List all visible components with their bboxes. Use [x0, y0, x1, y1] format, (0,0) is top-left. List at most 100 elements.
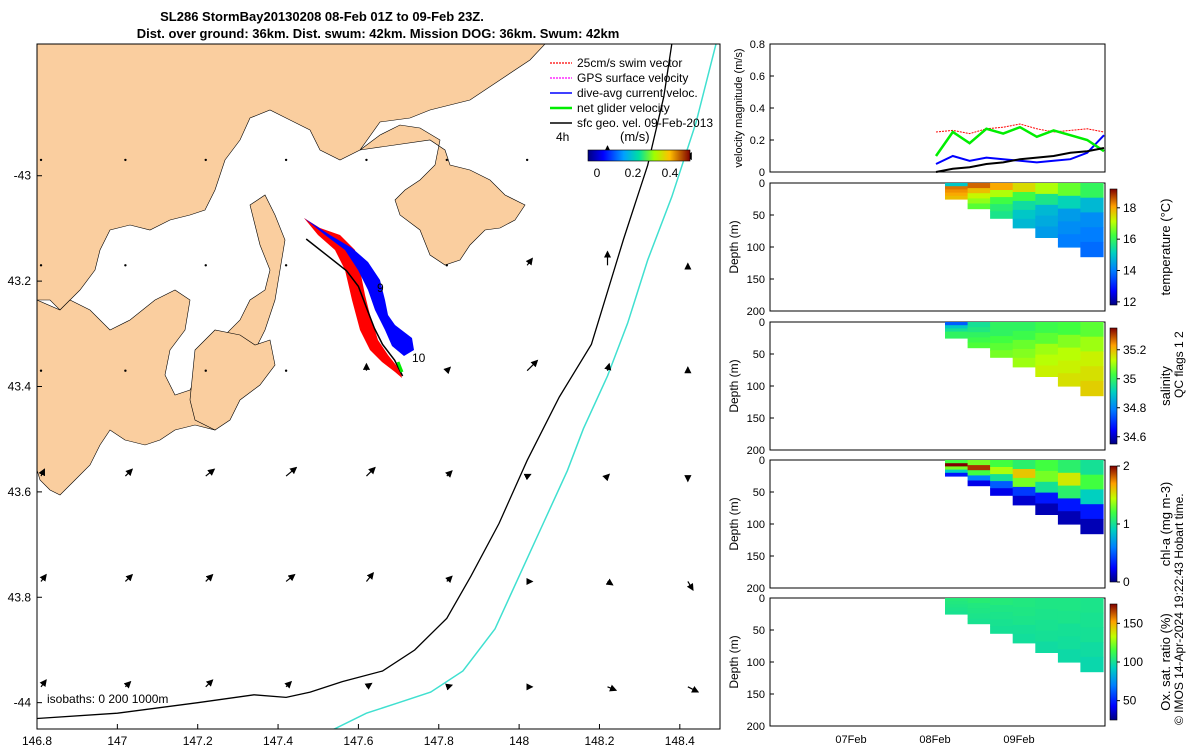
profile-ytick-label: 200 [747, 721, 765, 733]
land-east-peninsula [359, 124, 526, 266]
profile-cell [967, 465, 991, 471]
velocity-vector-dot [124, 158, 127, 162]
profile-cell [1012, 192, 1036, 202]
qc-flags-label: QC flags 1 2 [1172, 331, 1186, 398]
profile-cell [1012, 322, 1036, 332]
velocity-vector-arrow [205, 573, 214, 582]
velocity-vector-dot [204, 158, 207, 162]
map-ytick-label: 43.2 [8, 274, 32, 288]
map-xtick-label: 148.4 [665, 734, 695, 748]
velocity-ytick-label: 0.2 [750, 135, 765, 147]
profile-cell [1080, 351, 1104, 367]
velocity-series-net [934, 125, 1105, 157]
velocity-vector-dot [124, 369, 127, 372]
profile-cell [1035, 322, 1059, 334]
profile-cell [945, 460, 969, 464]
profile-cell [990, 329, 1014, 337]
velocity-vector-dot [445, 158, 448, 162]
legend-sfc-geo-vel: sfc geo. vel. 09-Feb-2013 [577, 116, 713, 130]
profile-cell [1057, 183, 1082, 197]
profile-cell [1012, 348, 1036, 359]
profile-cell [945, 331, 969, 336]
profile-cell [1012, 357, 1036, 368]
profile-cell [945, 607, 969, 612]
profile-cell [945, 328, 969, 333]
profile-cell [1035, 193, 1059, 206]
profile-ytick-label: 150 [747, 413, 765, 425]
profile-cell [1035, 619, 1059, 632]
profile-cell [1080, 656, 1104, 673]
land-south-tip [189, 329, 276, 431]
profile-cell [1035, 204, 1059, 217]
profile-cell [1057, 511, 1082, 525]
velocity-vector-dot [39, 264, 43, 267]
velocity-series-current [935, 134, 1105, 165]
profile-cell [945, 189, 969, 194]
profile-ytick-label: 100 [747, 519, 765, 531]
profile-colorbar [1109, 465, 1118, 583]
profile-cell [1012, 495, 1036, 506]
profile-cell [945, 610, 969, 615]
profile-panel-salinity: 0 50 100 150 200 Depth (m) 34.6 34.8 35 35.2 salin… [727, 317, 1173, 457]
profile-panel-chl-a: 0 50 100 150 200 Depth (m) 0 1 2 chl-a (mg m-3) [727, 455, 1173, 595]
profile-cell [1035, 354, 1059, 367]
colorbar-tick-label: 12 [1123, 295, 1137, 309]
profile-cell [1057, 460, 1082, 474]
profile-cell [1057, 334, 1082, 349]
profile-cell [1080, 380, 1104, 397]
time-axis: 07Feb 08Feb 09Feb [835, 734, 1034, 746]
profile-cell [990, 197, 1014, 205]
profile-cell [1035, 470, 1059, 483]
profile-ytick-label: 200 [747, 306, 765, 318]
map-y-ticks: -43 43.2 43.4 43.6 43.8 -44 [8, 169, 42, 710]
map-legend: 25cm/s swim vector GPS surface velocity … [550, 56, 713, 180]
time-tick-08feb: 08Feb [919, 734, 950, 746]
velocity-ytick-label: 0 [759, 167, 765, 179]
map-xtick-label: 147.2 [183, 734, 213, 748]
profile-panel-temperature: 0 50 100 150 200 Depth (m) 12 14 16 18 temperature… [727, 178, 1173, 318]
profile-cell [1057, 498, 1082, 512]
profile-cell [1080, 241, 1104, 258]
profile-cell [1012, 183, 1036, 193]
map-xtick-label: 148.2 [584, 734, 614, 748]
profile-cell [990, 343, 1014, 351]
profile-cell [1080, 460, 1104, 476]
profile-cell [1012, 331, 1036, 341]
velocity-ytick-label: 0.4 [750, 103, 765, 115]
title-line2: Dist. over ground: 36km. Dist. swum: 42k… [137, 26, 620, 41]
velocity-vector-arrow [285, 466, 298, 477]
glider-track [305, 238, 404, 377]
profile-cell [967, 608, 991, 614]
profile-cell [967, 198, 991, 205]
legend-swim-vector: 25cm/s swim vector [577, 56, 682, 70]
velocity-vector-arrow [364, 682, 373, 690]
profile-cell [990, 474, 1014, 482]
day-label-10: 10 [412, 351, 426, 365]
profile-ytick-label: 0 [759, 593, 765, 605]
profile-cell [1080, 489, 1104, 505]
glider-track-group [304, 218, 414, 378]
profile-cell [1035, 630, 1059, 643]
profile-cell [1035, 481, 1059, 494]
profile-cell [1012, 200, 1036, 211]
profile-cell [1035, 183, 1059, 195]
profile-clabel: temperature (°C) [1158, 199, 1173, 296]
footer-copyright: © IMOS 14-Apr-2024 19:22:43 Hobart time. [1172, 493, 1186, 725]
profile-cell [1057, 221, 1082, 235]
velocity-vector-dot [39, 158, 43, 162]
profile-colorbar [1109, 603, 1118, 721]
profile-cell [945, 598, 969, 602]
profile-cell [1057, 195, 1082, 210]
profile-cell [1080, 642, 1104, 658]
colorbar-tick-label: 16 [1123, 232, 1137, 246]
map-ytick-label: 43.6 [8, 485, 32, 499]
velocity-vector-dot [284, 264, 288, 267]
profile-cell [1080, 474, 1104, 490]
map-x-ticks: 146.8 147 147.2 147.4 147.6 147.8 148 148.2 148.… [22, 724, 695, 748]
profile-ytick-label: 100 [747, 657, 765, 669]
profile-cell [1080, 227, 1104, 243]
profile-cell [1012, 477, 1036, 488]
profile-cell [990, 204, 1014, 212]
profile-cell [990, 190, 1014, 198]
